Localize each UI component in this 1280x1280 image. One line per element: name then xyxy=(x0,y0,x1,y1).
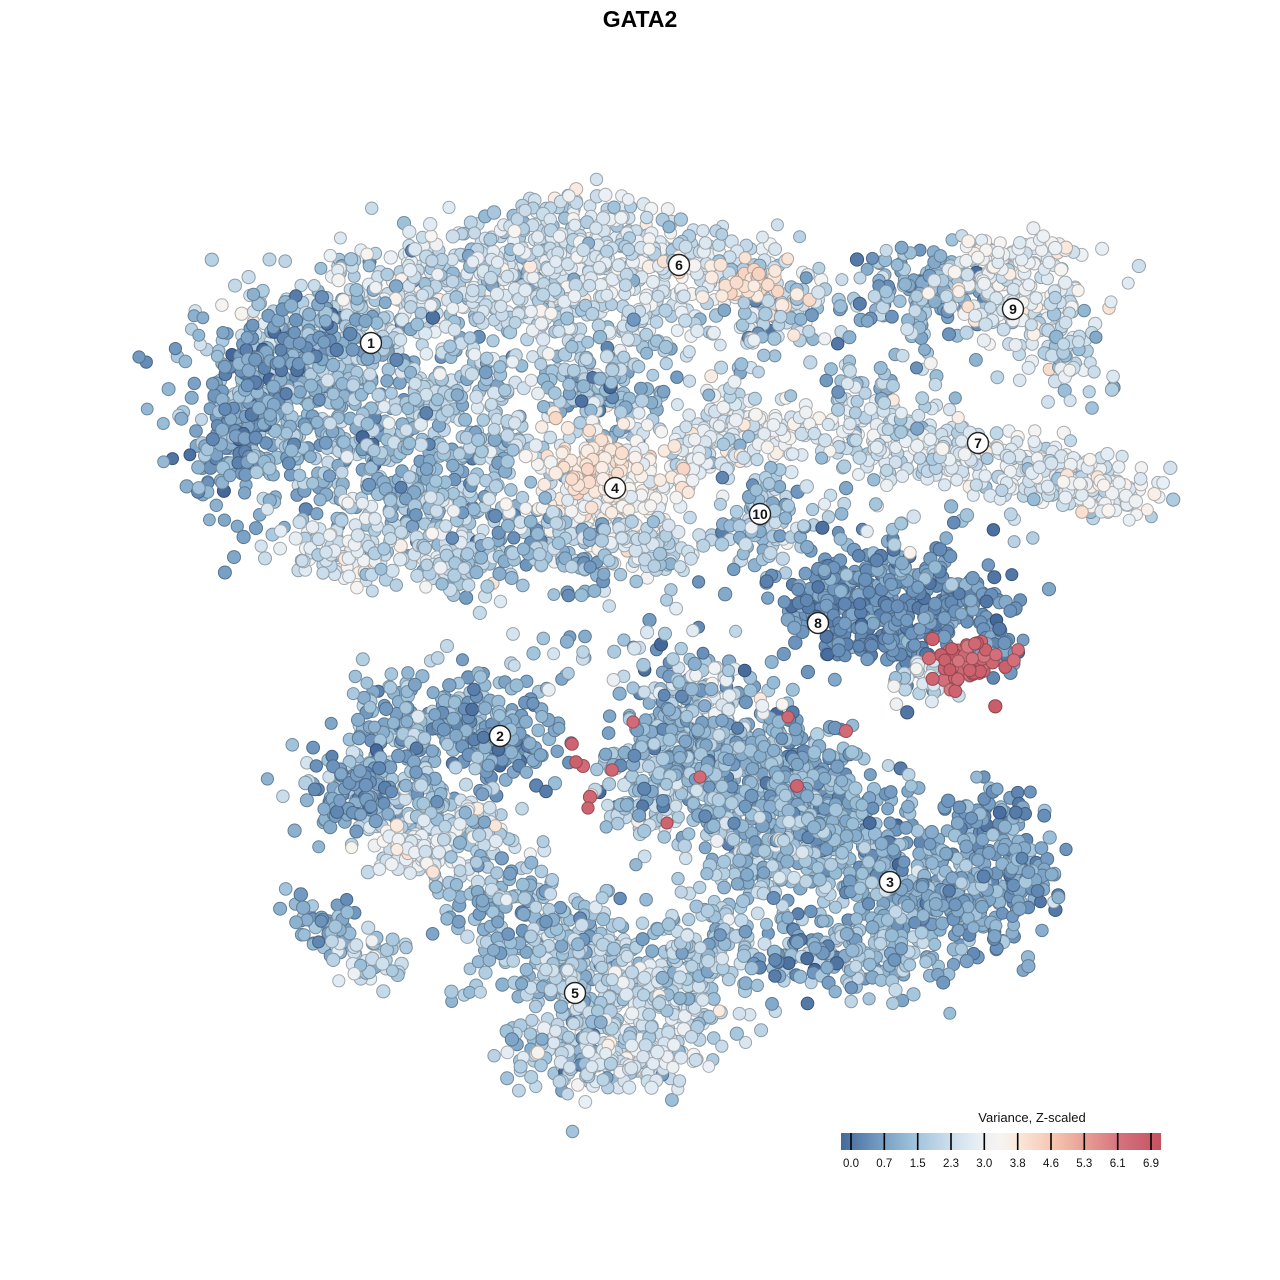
cluster-label-8: 8 xyxy=(806,611,830,635)
cluster-label-2: 2 xyxy=(488,724,512,748)
colorbar-ticks xyxy=(850,1133,1152,1150)
plot-title: GATA2 xyxy=(603,6,678,32)
cluster-label-4: 4 xyxy=(603,476,627,500)
colorbar-tick-labels: 0.0 0.7 1.5 2.3 3.0 3.8 4.6 5.3 6.1 6.9 xyxy=(843,1158,1159,1170)
cluster-label-1: 1 xyxy=(359,331,383,355)
colorbar-gradient-bar xyxy=(841,1133,1161,1150)
colorbar-title: Variance, Z-scaled xyxy=(978,1110,1085,1125)
cluster-label-5: 5 xyxy=(563,981,587,1005)
cluster-label-9: 9 xyxy=(1001,297,1025,321)
cluster-label-10: 10 xyxy=(748,502,772,526)
cluster-labels: 1 2 3 4 5 6 7 8 9 10 xyxy=(359,253,1025,1005)
scatter-points xyxy=(132,172,1181,1139)
colorbar-legend: Variance, Z-scaled 0.0 0.7 1.5 2.3 3.0 3.8 4.6… xyxy=(841,1110,1161,1170)
cluster-label-3: 3 xyxy=(878,870,902,894)
cluster-label-7: 7 xyxy=(966,431,990,455)
cluster-label-6: 6 xyxy=(667,253,691,277)
